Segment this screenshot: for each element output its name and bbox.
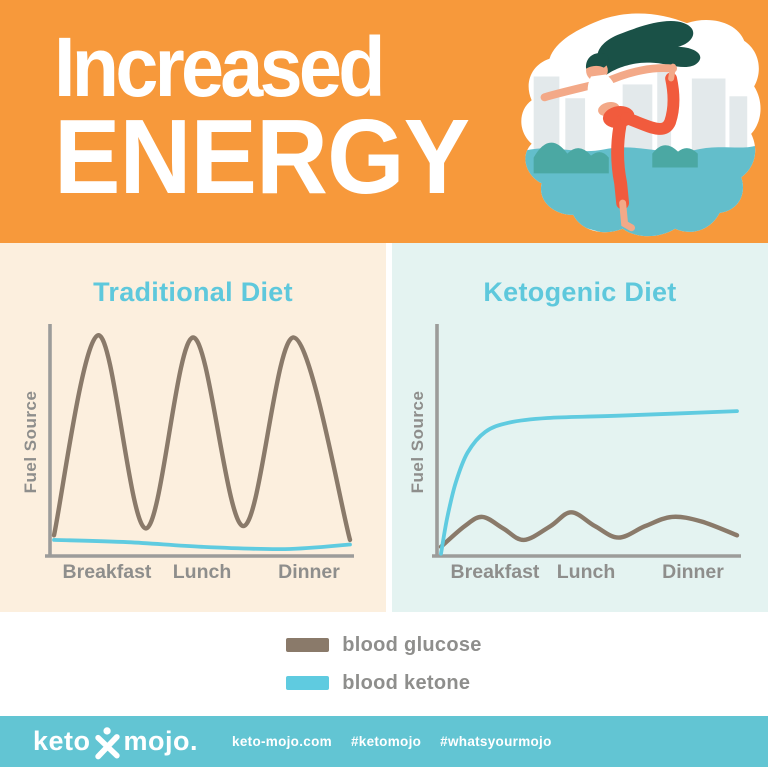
hair-fringe-shape [585,53,609,69]
glucose-swatch [286,638,330,652]
ketogenic-y-axis-label: Fuel Source [408,391,427,494]
website-text: keto-mojo.com [232,734,332,749]
bush-shape-2 [652,145,698,168]
right-arm-shape [600,64,678,87]
raised-ankle-shape [668,63,677,82]
headline-line1: Increased [54,20,385,114]
ketogenic-diet-title: Ketogenic Diet [483,277,677,307]
yoga-woman-figure [540,21,701,232]
ketogenic-ketone-line [439,409,739,556]
traditional-tick-breakfast: Breakfast [63,561,152,583]
headline-line2: ENERGY [54,97,470,216]
raised-leg-shape [620,72,680,135]
legend: blood glucose blood ketone [0,612,768,716]
glucose-legend-label: blood glucose [342,633,482,656]
keto-mojo-logo: keto mojo. [33,724,198,760]
hashtag-ketomojo: #ketomojo [350,734,422,749]
logo-text-keto: keto [33,726,91,756]
traditional-diet-chart: Fuel Source Breakfast Lunch Dinner [21,324,354,583]
footer-bar: keto mojo. keto-mojo.com #ketomojo #what… [0,716,768,767]
legend-item-ketone: blood ketone [286,672,481,695]
traditional-glucose-line [51,332,353,543]
ketogenic-tick-dinner: Dinner [662,561,724,583]
ketogenic-tick-breakfast: Breakfast [451,561,540,583]
bush-shape [533,142,609,174]
standing-ankle-shape [619,199,635,232]
traditional-tick-lunch: Lunch [173,561,232,583]
yoga-woman-illustration [521,13,761,237]
x-person-icon [94,726,120,759]
torso-shape [587,74,617,111]
ketogenic-diet-panel: Ketogenic Diet Fuel Source Breakfast Lun… [392,243,768,612]
traditional-diet-title: Traditional Diet [93,277,293,307]
traditional-tick-dinner: Dinner [278,561,340,583]
ketone-legend-label: blood ketone [342,671,471,694]
traditional-diet-panel: Traditional Diet Fuel Source Breakfast L… [0,243,386,612]
ketogenic-glucose-line [438,510,740,549]
ketone-swatch [286,676,330,690]
traditional-ketone-line [52,538,352,552]
header-banner: Increased ENERGY [0,0,768,243]
hair-shape [597,21,701,75]
logo-text-mojo: mojo. [123,726,199,756]
ketogenic-diet-chart: Fuel Source Breakfast Lunch Dinner [408,324,741,583]
hashtag-whatsyourmojo: #whatsyourmojo [440,734,552,749]
traditional-y-axis-label: Fuel Source [21,391,40,494]
headline: Increased ENERGY [54,20,496,216]
charts-row: Traditional Diet Fuel Source Breakfast L… [0,243,768,612]
legend-item-glucose: blood glucose [286,634,481,657]
ketogenic-tick-lunch: Lunch [557,561,616,583]
standing-leg-shape [611,115,630,210]
